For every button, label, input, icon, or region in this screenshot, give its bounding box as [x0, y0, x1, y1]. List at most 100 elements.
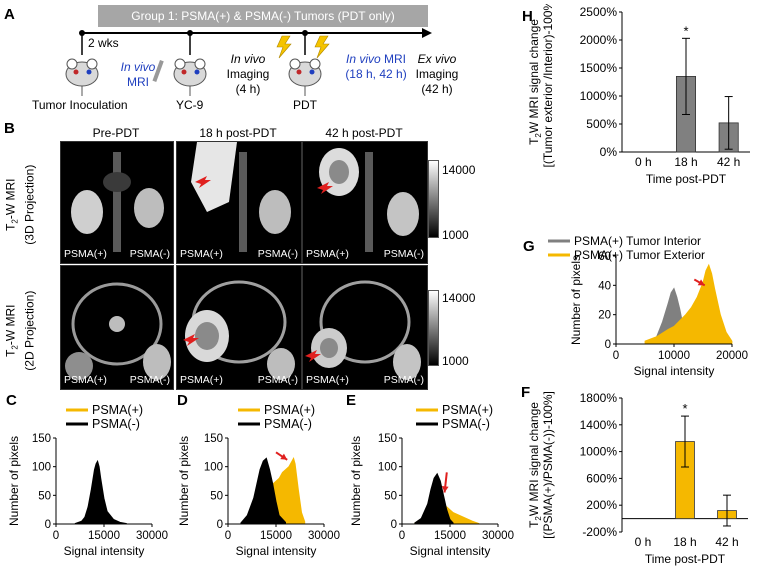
x-axis-label: Signal intensity — [64, 544, 145, 558]
y-tick-label: 0 — [391, 519, 397, 531]
y-tick-label: 50 — [384, 490, 397, 502]
y-tick-label: 50 — [38, 490, 51, 502]
y-tick-label: 1000% — [580, 445, 618, 459]
mri-cbar2-bottom: 1000 — [442, 354, 469, 368]
mri-row2-t: T — [3, 349, 18, 357]
panel-label-e: E — [346, 392, 357, 409]
legend-label-0: PSMA(+) — [264, 403, 315, 417]
lightning-icon-right — [314, 35, 330, 59]
mri-image-3d-18h: PSMA(+) PSMA(-) — [176, 141, 302, 264]
mri-colorbar-1 — [428, 160, 439, 238]
timeline-mri2-rest: MRI — [380, 52, 407, 66]
x-tick-label: 30000 — [308, 530, 340, 542]
syringe-icon — [152, 60, 164, 83]
x-axis-label: Signal intensity — [236, 544, 317, 558]
timeline-step-mri2: In vivo MRI (18 h, 42 h) — [334, 52, 418, 82]
annotation-arrowhead — [441, 485, 449, 493]
legend-label-1: PSMA(-) — [92, 417, 140, 431]
y-tick-label: 1000% — [580, 89, 618, 103]
y-tick-label: 150 — [32, 433, 51, 445]
x-axis-label: Time post-PDT — [645, 552, 726, 566]
mri-label-pos: PSMA(+) — [306, 248, 349, 260]
category-label-0: 0 h — [635, 155, 652, 169]
timeline-exvivo-line3: (42 h) — [421, 82, 453, 96]
mri-label-neg: PSMA(-) — [129, 248, 170, 260]
y-axis-label: Number of pixels — [349, 436, 363, 526]
timeline-graphic — [65, 28, 432, 96]
y-tick-label: 1500% — [580, 61, 618, 75]
mri-image-3d-pre: PSMA(+) PSMA(-) — [60, 141, 174, 264]
timeline-imaging-italic: In vivo — [230, 52, 266, 66]
panel-label-b: B — [4, 120, 15, 137]
timeline-weeks: 2 wks — [88, 36, 119, 50]
series-area-1 — [644, 263, 733, 345]
mri-label-pos: PSMA(+) — [64, 374, 107, 386]
mri-image-2d-18h: PSMA(+) PSMA(-) — [176, 265, 302, 390]
x-axis-label: Signal intensity — [410, 544, 491, 558]
mri-row1-t: T — [3, 223, 18, 231]
timeline-step-mri: In vivo MRI — [112, 60, 164, 90]
mri-image-3d-42h: PSMA(+) PSMA(-) — [302, 141, 428, 264]
panel-label-a: A — [4, 6, 15, 23]
category-label-2: 42 h — [717, 155, 740, 169]
legend-label-0: PSMA(+) — [442, 403, 493, 417]
mri-row2-proj: (2D Projection) — [22, 290, 37, 371]
mri-cbar1-bottom: 1000 — [442, 228, 469, 242]
x-tick-label: 30000 — [136, 530, 168, 542]
mri-row1-sub: 2 — [10, 219, 20, 224]
timeline-imaging-line2: Imaging — [226, 67, 270, 81]
y-axis-label-t: T — [527, 137, 541, 145]
mri-colorbar-2 — [428, 290, 439, 366]
annotation-arrowhead — [280, 453, 288, 460]
mri-row2-label: T2-W MRI (2D Projection) — [3, 269, 36, 393]
mri-label-pos: PSMA(+) — [64, 248, 107, 260]
mri-col-header-3: 42 h post-PDT — [325, 126, 403, 140]
timeline-mri-italic: In vivo — [120, 60, 156, 74]
mri-cbar2-top: 14000 — [442, 291, 476, 305]
y-tick-label: 40 — [598, 280, 611, 292]
y-tick-label: 2500% — [580, 5, 618, 19]
y-axis-label: Number of pixels — [177, 436, 191, 526]
panel-label-h: H — [522, 8, 533, 25]
x-axis-label: Time post-PDT — [646, 172, 727, 186]
mri-row1-mri: -W MRI — [3, 178, 18, 220]
y-tick-label: 0 — [605, 339, 611, 351]
y-tick-label: -200% — [582, 525, 617, 539]
y-tick-label: 0% — [600, 145, 618, 159]
mri-col-header-1: Pre-PDT — [92, 126, 140, 140]
y-tick-label: 200% — [586, 498, 617, 512]
mri-cbar1-top: 14000 — [442, 163, 476, 177]
timeline-imaging-line3: (4 h) — [235, 82, 261, 96]
mri-label-neg: PSMA(-) — [383, 248, 424, 260]
timeline-step-yc9: YC-9 — [176, 98, 204, 112]
y-axis-label: T2W MRI signal change — [527, 19, 543, 145]
mri-col-header-2: 18 h post-PDT — [199, 126, 277, 140]
legend-label-0: PSMA(+) Tumor Interior — [574, 236, 701, 248]
y-tick-label: 20 — [598, 310, 611, 322]
legend-label-0: PSMA(+) — [92, 403, 143, 417]
x-tick-label: 0 — [399, 530, 405, 542]
bar-chart-h: 0% 500% 1000% 1500% 2000% 2500% 0 h * 18 h 42 h Ti… — [527, 4, 750, 186]
series-area-1 — [240, 457, 286, 525]
legend-label-1: PSMA(-) — [264, 417, 312, 431]
mri-image-2d-pre: PSMA(+) PSMA(-) — [60, 265, 174, 390]
category-label-2: 42 h — [715, 535, 738, 549]
panel-label-d: D — [177, 392, 188, 409]
mri-row2-mri: -W MRI — [3, 304, 18, 346]
y-axis-label-main: W MRI signal change — [527, 19, 541, 133]
y-axis-label-main: W MRI signal change — [527, 402, 541, 516]
mouse-icon-3 — [288, 58, 322, 96]
y-tick-label: 2000% — [580, 33, 618, 47]
y-axis-label-sub: 2 — [534, 133, 543, 138]
mri-label-neg: PSMA(-) — [383, 374, 424, 386]
legend-label-1: PSMA(+) Tumor Exterior — [574, 248, 705, 262]
category-label-1: 18 h — [674, 155, 697, 169]
timeline-exvivo-line2: Imaging — [415, 67, 459, 81]
panel-label-f: F — [521, 384, 531, 401]
y-tick-label: 60 — [598, 251, 611, 263]
timeline-exvivo-italic: Ex vivo — [417, 52, 457, 66]
y-tick-label: 0 — [217, 519, 223, 531]
mri-label-neg: PSMA(-) — [129, 374, 170, 386]
timeline-step-pdt: PDT — [293, 98, 317, 112]
